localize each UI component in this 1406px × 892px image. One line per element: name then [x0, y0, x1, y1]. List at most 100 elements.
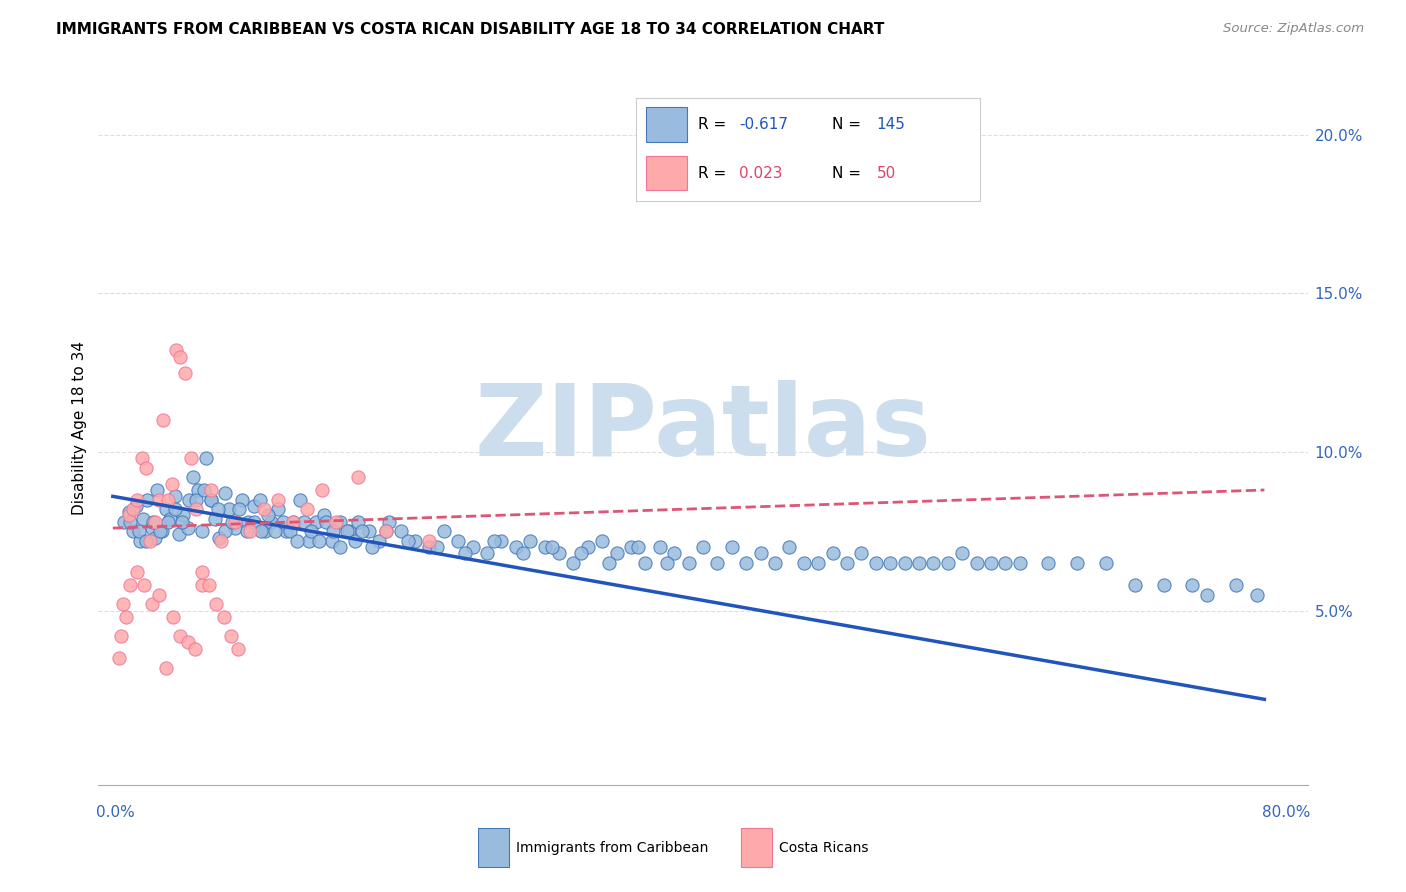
Point: [311, 483, 333, 497]
Point: [143, 515, 166, 529]
Point: [129, 533, 152, 548]
FancyBboxPatch shape: [645, 155, 688, 190]
Point: [214, 486, 236, 500]
Point: [505, 540, 527, 554]
Point: [1225, 578, 1247, 592]
Point: [243, 499, 266, 513]
Point: [149, 524, 172, 539]
Point: [235, 524, 257, 539]
Point: [163, 502, 186, 516]
Point: [879, 556, 901, 570]
Point: [249, 492, 271, 507]
Point: [274, 524, 297, 539]
Text: IMMIGRANTS FROM CARIBBEAN VS COSTA RICAN DISABILITY AGE 18 TO 34 CORRELATION CHA: IMMIGRANTS FROM CARIBBEAN VS COSTA RICAN…: [56, 22, 884, 37]
Point: [325, 515, 347, 529]
Point: [454, 546, 477, 560]
Text: 50: 50: [877, 166, 896, 180]
Point: [678, 556, 700, 570]
Point: [396, 533, 419, 548]
Point: [1038, 556, 1060, 570]
Text: R =: R =: [697, 117, 725, 132]
Point: [127, 566, 149, 580]
Point: [200, 492, 222, 507]
Point: [231, 492, 253, 507]
Point: [156, 515, 179, 529]
Point: [165, 343, 187, 358]
Point: [778, 540, 800, 554]
Point: [267, 502, 290, 516]
Point: [236, 515, 259, 529]
Point: [389, 524, 412, 539]
Point: [433, 524, 456, 539]
Point: [122, 502, 145, 516]
Point: [150, 524, 173, 539]
Point: [253, 502, 276, 516]
Point: [226, 641, 249, 656]
Point: [209, 533, 232, 548]
Point: [576, 540, 599, 554]
Point: [350, 524, 373, 539]
Point: [143, 531, 166, 545]
Point: [418, 533, 440, 548]
Point: [163, 489, 186, 503]
Point: [278, 524, 301, 539]
Point: [118, 508, 141, 523]
Point: [208, 531, 231, 545]
Point: [329, 540, 352, 554]
Point: [426, 540, 449, 554]
Point: [254, 524, 277, 539]
Point: [156, 492, 179, 507]
Point: [285, 533, 308, 548]
Point: [200, 483, 222, 497]
Point: [112, 515, 135, 529]
FancyBboxPatch shape: [478, 828, 509, 867]
Point: [267, 492, 290, 507]
Point: [315, 515, 337, 529]
Point: [1095, 556, 1118, 570]
Point: [375, 524, 398, 539]
Point: [368, 533, 391, 548]
Point: [994, 556, 1017, 570]
Point: [548, 546, 571, 560]
FancyBboxPatch shape: [645, 107, 688, 142]
Point: [224, 521, 246, 535]
Point: [297, 533, 319, 548]
Point: [172, 508, 194, 523]
Text: 0.023: 0.023: [740, 166, 782, 180]
Point: [162, 610, 184, 624]
Point: [329, 515, 352, 529]
Point: [346, 470, 368, 484]
Point: [243, 515, 266, 529]
Point: [141, 597, 163, 611]
Point: [1153, 578, 1175, 592]
Y-axis label: Disability Age 18 to 34: Disability Age 18 to 34: [72, 341, 87, 516]
Point: [114, 610, 136, 624]
Point: [533, 540, 555, 554]
Point: [620, 540, 643, 554]
Point: [179, 492, 201, 507]
Point: [321, 533, 343, 548]
Point: [146, 483, 169, 497]
Point: [1066, 556, 1088, 570]
Point: [288, 492, 311, 507]
Point: [131, 451, 153, 466]
Point: [922, 556, 945, 570]
Point: [169, 629, 191, 643]
Point: [167, 527, 190, 541]
Point: [155, 502, 177, 516]
Point: [125, 499, 148, 513]
Point: [936, 556, 959, 570]
Point: [264, 524, 287, 539]
Point: [205, 597, 228, 611]
Point: [120, 515, 142, 529]
Point: [648, 540, 671, 554]
Point: [461, 540, 484, 554]
Point: [404, 533, 426, 548]
Point: [655, 556, 678, 570]
Point: [692, 540, 714, 554]
Point: [271, 515, 294, 529]
Text: N =: N =: [832, 117, 860, 132]
Point: [763, 556, 786, 570]
Point: [337, 524, 360, 539]
Point: [519, 533, 541, 548]
